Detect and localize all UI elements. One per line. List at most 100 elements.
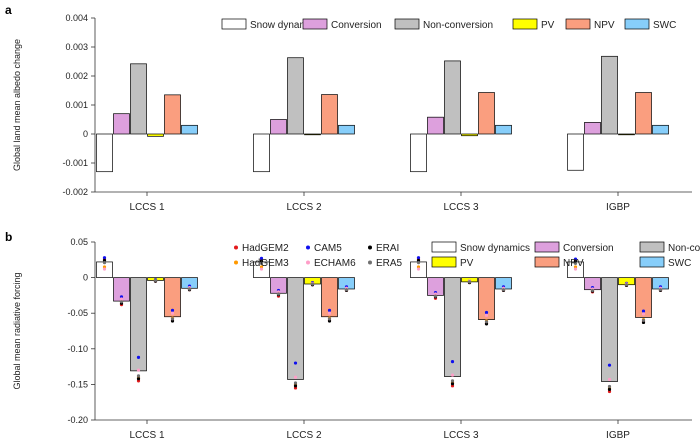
y-tick-label: 0	[83, 273, 88, 283]
x-tick-label: LCCS 2	[286, 430, 321, 441]
bar-non-conversion-igbp	[601, 277, 618, 382]
model-point-era5	[416, 261, 421, 265]
legend-label: ERA5	[376, 258, 403, 269]
x-tick-label: LCCS 2	[286, 202, 321, 213]
bar-snow-dynamics-igbp	[567, 133, 584, 171]
legend-label: SWC	[668, 258, 691, 269]
legend-swatch-npv	[565, 18, 591, 30]
model-point-cam5	[293, 361, 298, 365]
bar-non-conversion-lccs-3	[444, 60, 461, 135]
bar-pv-igbp	[618, 133, 635, 136]
model-point-era5	[624, 283, 629, 287]
model-point-era5	[573, 261, 578, 265]
panel-a: a -0.002 -0.001 0 0.001 0.002 0.003 0.004 Globa…	[5, 3, 692, 213]
model-point-era5	[293, 381, 298, 385]
bar-non-conversion-lccs-1	[130, 63, 147, 135]
legend-label: ECHAM6	[314, 258, 356, 269]
model-point-era5	[590, 288, 595, 293]
legend-label: NPV	[594, 20, 615, 31]
bar-npv-igbp	[635, 277, 652, 318]
y-tick-label: -0.20	[67, 415, 88, 425]
legend-swatch-conversion	[302, 18, 328, 30]
bar-pv-lccs-1	[147, 133, 164, 137]
model-point-erai	[450, 382, 455, 386]
legend-swatch-non-conversion	[394, 18, 420, 30]
legend-swatch-snow-dynamics	[221, 18, 247, 30]
legend-swatch-npv	[534, 256, 560, 268]
model-point-era5	[310, 282, 315, 286]
legend-marker-hadgem2	[234, 245, 238, 250]
model-point-cam5	[484, 310, 489, 315]
legend-label: Snow dynamics	[250, 20, 320, 31]
legend-label: Non-conversion	[668, 243, 700, 254]
legend-label: Snow dynamics	[460, 243, 530, 254]
y-tick-label: 0.003	[65, 42, 88, 52]
legend-label: Conversion	[331, 20, 382, 31]
legend-label: CAM5	[314, 243, 342, 254]
y-tick-label: 0.05	[70, 237, 88, 247]
model-point-era5	[344, 288, 349, 292]
model-point-cam5	[170, 308, 175, 312]
model-point-cam5	[450, 360, 455, 364]
model-point-era5	[467, 280, 472, 284]
y-tick-label: 0.001	[65, 100, 88, 110]
model-point-cam5	[327, 308, 332, 312]
legend-marker-erai	[368, 245, 372, 250]
model-point-echam6	[573, 267, 578, 271]
y-tick-label: -0.15	[67, 379, 88, 389]
model-point-erai	[293, 384, 298, 388]
bar-conversion-lccs-2	[270, 119, 287, 135]
bar-swc-igbp	[652, 124, 669, 135]
model-point-era5	[484, 320, 489, 324]
x-tick-label: LCCS 3	[443, 202, 478, 213]
bar-npv-lccs-1	[164, 94, 181, 135]
model-point-echam6	[416, 267, 421, 271]
model-point-cam5	[102, 256, 107, 260]
model-point-cam5	[607, 363, 612, 367]
x-tick-label: LCCS 3	[443, 430, 478, 441]
legend-swatch-swc	[639, 256, 665, 268]
model-point-era5	[501, 288, 506, 292]
model-point-era5	[102, 261, 107, 265]
y-axis-title: Global land mean albedo change	[12, 39, 22, 171]
legend-marker-hadgem3	[234, 260, 238, 265]
bar-snow-dynamics-lccs-2	[253, 133, 270, 173]
model-point-echam6	[136, 368, 141, 372]
model-point-echam6	[484, 313, 489, 317]
legend-label: PV	[460, 258, 474, 269]
bar-swc-lccs-1	[181, 124, 198, 135]
bar-conversion-lccs-3	[427, 116, 444, 135]
legend-label: HadGEM3	[242, 258, 289, 269]
model-point-echam6	[102, 267, 107, 271]
model-point-era5	[136, 374, 141, 378]
y-tick-label: -0.001	[62, 158, 88, 168]
bar-non-conversion-lccs-2	[287, 57, 304, 135]
legend-swatch-conversion	[534, 241, 560, 253]
model-point-echam6	[607, 377, 612, 382]
legend-label: Non-conversion	[423, 20, 493, 31]
x-tick-label: LCCS 1	[129, 202, 164, 213]
bar-non-conversion-igbp	[601, 55, 618, 135]
bar-swc-lccs-3	[495, 124, 512, 135]
legend-swatch-pv	[431, 256, 457, 268]
bar-npv-lccs-2	[321, 94, 338, 135]
x-tick-label: IGBP	[606, 202, 630, 213]
model-point-cam5	[641, 309, 646, 313]
y-axis-title: Global mean radiative forcing	[12, 272, 22, 389]
legend-label: NPV	[563, 258, 584, 269]
model-point-echam6	[450, 373, 455, 377]
model-point-era5	[187, 287, 192, 291]
model-point-echam6	[327, 311, 332, 315]
legend-marker-echam6	[306, 260, 310, 265]
bar-npv-igbp	[635, 92, 652, 135]
model-point-echam6	[259, 267, 264, 271]
legend-label: HadGEM2	[242, 243, 289, 254]
bar-conversion-igbp	[584, 122, 601, 135]
legend-swatch-non-conversion	[639, 241, 665, 253]
bar-pv-lccs-2	[304, 133, 321, 136]
model-point-era5	[641, 318, 646, 322]
model-point-echam6	[170, 311, 175, 315]
legend-label: PV	[541, 20, 555, 31]
model-point-era5	[658, 288, 663, 292]
